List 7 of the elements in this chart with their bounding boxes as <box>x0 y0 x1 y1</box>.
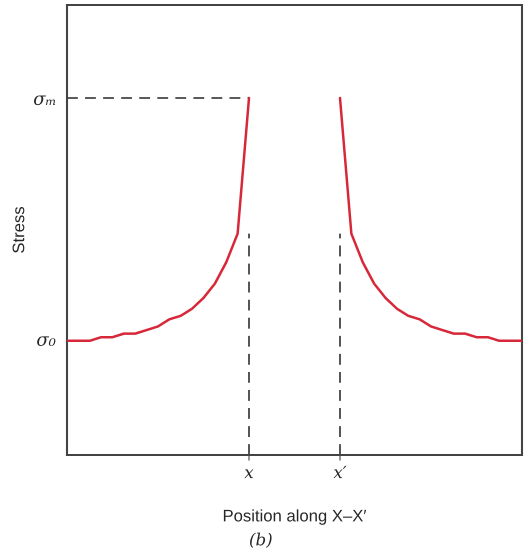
x-tick-label: x <box>244 469 254 478</box>
text: σ₀ <box>37 336 56 346</box>
text: (b) <box>250 532 272 548</box>
ref-line-label: σₘ <box>34 96 56 106</box>
x-tick-label: x′ <box>333 466 346 478</box>
x-axis-title: Position along X–X′ <box>224 509 366 525</box>
y-axis-title: Stress <box>12 206 24 253</box>
